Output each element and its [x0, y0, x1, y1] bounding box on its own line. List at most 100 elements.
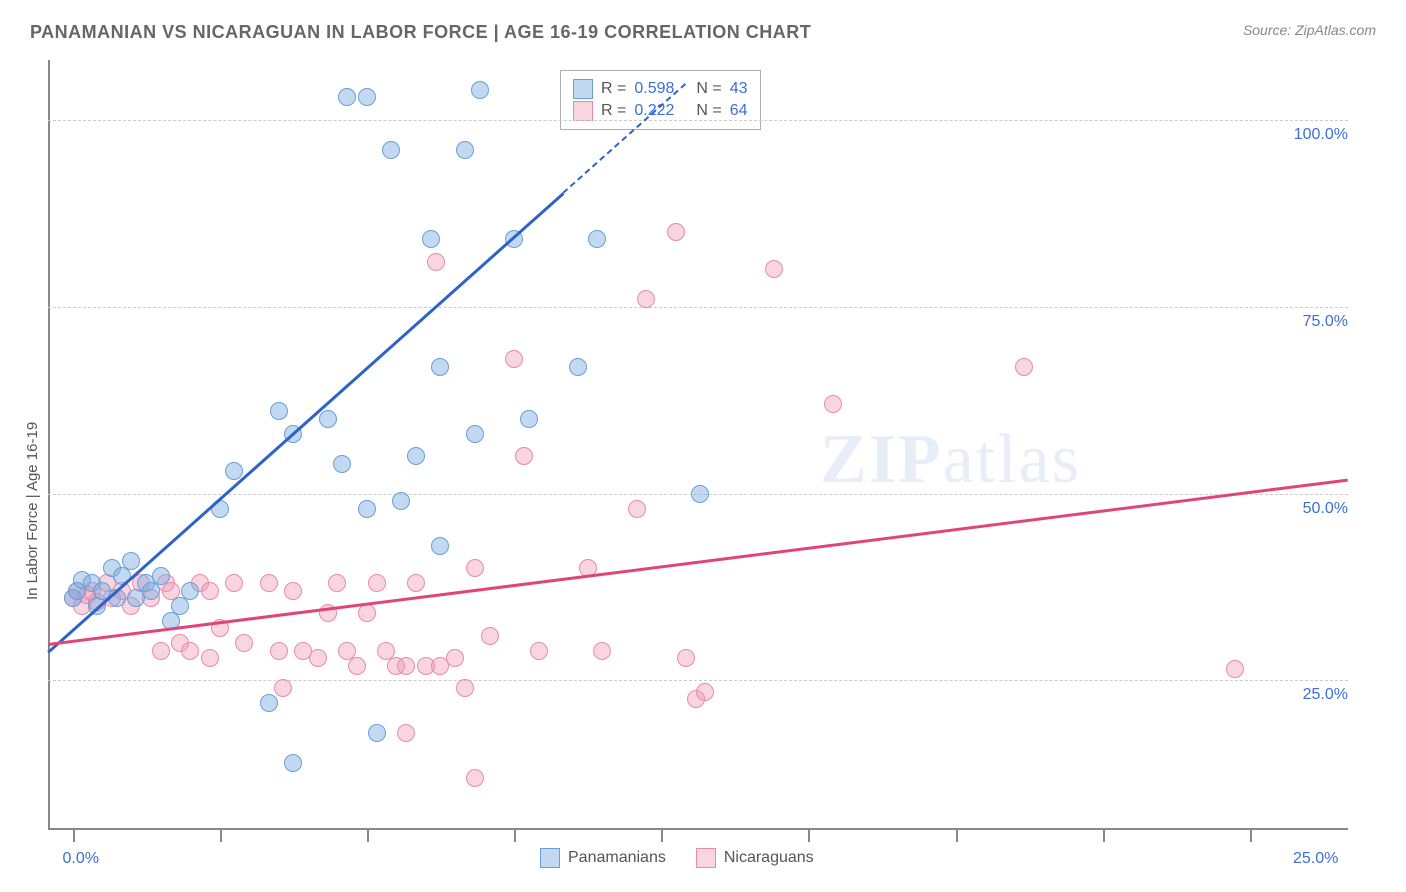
scatter-point-nicaraguan — [328, 574, 346, 592]
scatter-point-nicaraguan — [466, 559, 484, 577]
scatter-point-panamanian — [456, 141, 474, 159]
scatter-point-panamanian — [431, 358, 449, 376]
legend-swatch — [573, 101, 593, 121]
scatter-point-nicaraguan — [348, 657, 366, 675]
scatter-point-panamanian — [691, 485, 709, 503]
gridline-h — [48, 680, 1348, 681]
scatter-point-nicaraguan — [358, 604, 376, 622]
scatter-point-nicaraguan — [637, 290, 655, 308]
scatter-point-panamanian — [422, 230, 440, 248]
gridline-h — [48, 120, 1348, 121]
stat-r-label: R = — [601, 80, 626, 98]
scatter-point-nicaraguan — [677, 649, 695, 667]
plot-area — [48, 60, 1348, 830]
scatter-point-panamanian — [407, 447, 425, 465]
chart-title: PANAMANIAN VS NICARAGUAN IN LABOR FORCE … — [30, 22, 811, 43]
scatter-point-nicaraguan — [407, 574, 425, 592]
scatter-point-panamanian — [338, 88, 356, 106]
scatter-point-nicaraguan — [515, 447, 533, 465]
legend-label: Nicaraguans — [724, 849, 814, 867]
scatter-point-panamanian — [569, 358, 587, 376]
scatter-point-nicaraguan — [152, 642, 170, 660]
scatter-point-nicaraguan — [309, 649, 327, 667]
scatter-point-panamanian — [392, 492, 410, 510]
xtick — [220, 830, 222, 842]
scatter-point-panamanian — [368, 724, 386, 742]
scatter-point-panamanian — [122, 552, 140, 570]
scatter-point-nicaraguan — [481, 627, 499, 645]
xtick — [73, 830, 75, 842]
scatter-point-nicaraguan — [397, 724, 415, 742]
scatter-point-nicaraguan — [505, 350, 523, 368]
scatter-point-nicaraguan — [397, 657, 415, 675]
scatter-point-panamanian — [471, 81, 489, 99]
scatter-point-panamanian — [466, 425, 484, 443]
scatter-point-panamanian — [520, 410, 538, 428]
legend-swatch — [540, 848, 560, 868]
scatter-point-nicaraguan — [765, 260, 783, 278]
scatter-point-nicaraguan — [270, 642, 288, 660]
stat-n-value: 43 — [730, 80, 748, 98]
xtick — [367, 830, 369, 842]
scatter-point-nicaraguan — [530, 642, 548, 660]
source-attribution: Source: ZipAtlas.com — [1243, 22, 1376, 38]
stat-n-value: 64 — [730, 102, 748, 120]
scatter-point-nicaraguan — [824, 395, 842, 413]
xtick — [956, 830, 958, 842]
scatter-point-panamanian — [260, 694, 278, 712]
xtick — [514, 830, 516, 842]
scatter-point-panamanian — [152, 567, 170, 585]
scatter-point-nicaraguan — [1226, 660, 1244, 678]
scatter-point-nicaraguan — [593, 642, 611, 660]
xtick — [1103, 830, 1105, 842]
scatter-point-nicaraguan — [235, 634, 253, 652]
scatter-point-nicaraguan — [1015, 358, 1033, 376]
scatter-point-nicaraguan — [466, 769, 484, 787]
scatter-point-nicaraguan — [368, 574, 386, 592]
scatter-point-panamanian — [181, 582, 199, 600]
stat-r-label: R = — [601, 102, 626, 120]
scatter-point-panamanian — [588, 230, 606, 248]
scatter-point-panamanian — [270, 402, 288, 420]
scatter-point-nicaraguan — [628, 500, 646, 518]
legend-item: Panamanians — [540, 848, 666, 868]
gridline-h — [48, 307, 1348, 308]
xtick — [808, 830, 810, 842]
scatter-point-nicaraguan — [260, 574, 278, 592]
scatter-point-nicaraguan — [201, 582, 219, 600]
legend-swatch — [696, 848, 716, 868]
series-legend: Panamanians Nicaraguans — [540, 846, 814, 870]
stats-legend: R = 0.598N = 43R = 0.222N = 64 — [560, 70, 761, 130]
scatter-point-nicaraguan — [446, 649, 464, 667]
stat-n-label: N = — [696, 102, 721, 120]
y-axis-label: In Labor Force | Age 16-19 — [24, 422, 41, 600]
stats-legend-row: R = 0.598 N = 43 — [573, 79, 748, 99]
stat-r-value: 0.598 — [634, 80, 674, 98]
legend-label: Panamanians — [568, 849, 666, 867]
scatter-point-panamanian — [382, 141, 400, 159]
scatter-point-nicaraguan — [201, 649, 219, 667]
scatter-point-panamanian — [358, 88, 376, 106]
scatter-point-nicaraguan — [181, 642, 199, 660]
ytick-label: 50.0% — [1288, 500, 1348, 518]
scatter-point-nicaraguan — [274, 679, 292, 697]
xtick-label: 0.0% — [63, 850, 99, 868]
scatter-point-panamanian — [431, 537, 449, 555]
ytick-label: 75.0% — [1288, 313, 1348, 331]
scatter-point-panamanian — [319, 410, 337, 428]
xtick-label-right: 25.0% — [1293, 850, 1338, 868]
scatter-point-panamanian — [333, 455, 351, 473]
ytick-label: 25.0% — [1288, 686, 1348, 704]
scatter-point-nicaraguan — [284, 582, 302, 600]
ytick-label: 100.0% — [1288, 126, 1348, 144]
scatter-point-nicaraguan — [225, 574, 243, 592]
scatter-point-panamanian — [358, 500, 376, 518]
xtick — [1250, 830, 1252, 842]
stat-n-label: N = — [696, 80, 721, 98]
scatter-point-nicaraguan — [427, 253, 445, 271]
scatter-point-nicaraguan — [456, 679, 474, 697]
legend-item: Nicaraguans — [696, 848, 814, 868]
scatter-point-nicaraguan — [667, 223, 685, 241]
xtick — [661, 830, 663, 842]
scatter-point-nicaraguan — [696, 683, 714, 701]
